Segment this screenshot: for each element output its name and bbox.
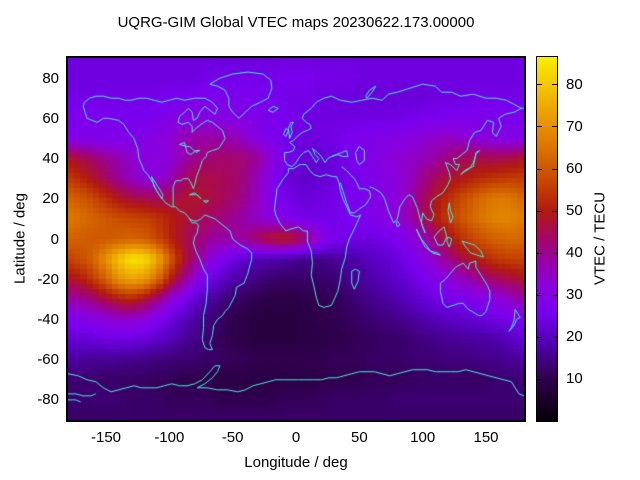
colorbar-tick-label: 60	[566, 160, 583, 177]
y-tick-label: 60	[42, 109, 59, 127]
x-tick-label: -50	[221, 429, 244, 446]
colorbar-tick-mark	[552, 336, 557, 338]
colorbar-tick-label: 40	[566, 244, 583, 262]
colorbar-tick-mark	[552, 252, 557, 254]
colorbar-tick-mark	[537, 252, 542, 254]
x-tick-label: 50	[350, 429, 368, 446]
colorbar-tick-mark	[537, 84, 542, 86]
y-tick-label: -80	[37, 391, 59, 409]
colorbar-tick-mark	[552, 378, 557, 380]
colorbar-tick-mark	[537, 168, 542, 170]
y-tick-label: -20	[37, 270, 59, 288]
x-tick-label: 0	[291, 429, 301, 446]
colorbar-tick-mark	[537, 126, 542, 128]
colorbar-tick-mark	[537, 210, 542, 212]
y-tick-label: 40	[42, 150, 59, 168]
colorbar-tick-mark	[537, 336, 542, 338]
colorbar-tick-label: 50	[566, 202, 583, 220]
colorbar-tick-mark	[537, 378, 542, 380]
y-tick-label: -60	[37, 351, 59, 369]
colorbar-tick-mark	[552, 210, 557, 212]
y-axis-label: Latitude / deg	[11, 193, 29, 284]
y-tick-label: -40	[37, 310, 59, 328]
chart-title: UQRG-GIM Global VTEC maps 20230622.173.0…	[117, 14, 475, 31]
colorbar-tick-mark	[552, 294, 557, 296]
colorbar-tick-label: 20	[566, 328, 583, 346]
colorbar-canvas	[537, 57, 557, 421]
colorbar-tick-mark	[552, 126, 557, 128]
colorbar-tick-mark	[537, 294, 542, 296]
x-tick-label: 150	[473, 429, 499, 446]
colorbar-tick-mark	[552, 168, 557, 170]
x-axis-label: Longitude / deg	[244, 454, 348, 471]
colorbar-tick-label: 10	[566, 370, 583, 388]
y-tick-label: 20	[42, 190, 59, 208]
colorbar-label: VTEC / TECU	[591, 191, 609, 286]
y-tick-label: 0	[50, 230, 59, 248]
x-tick-label: -150	[90, 429, 122, 446]
colorbar-tick-label: 80	[566, 75, 583, 93]
heatmap-canvas	[68, 58, 524, 420]
colorbar-tick-label: 30	[566, 286, 583, 304]
colorbar-tick-label: 70	[566, 117, 583, 135]
x-tick-label: -100	[154, 429, 185, 446]
colorbar-tick-mark	[552, 84, 557, 86]
y-tick-label: 80	[42, 69, 59, 87]
x-tick-label: 100	[410, 429, 436, 446]
